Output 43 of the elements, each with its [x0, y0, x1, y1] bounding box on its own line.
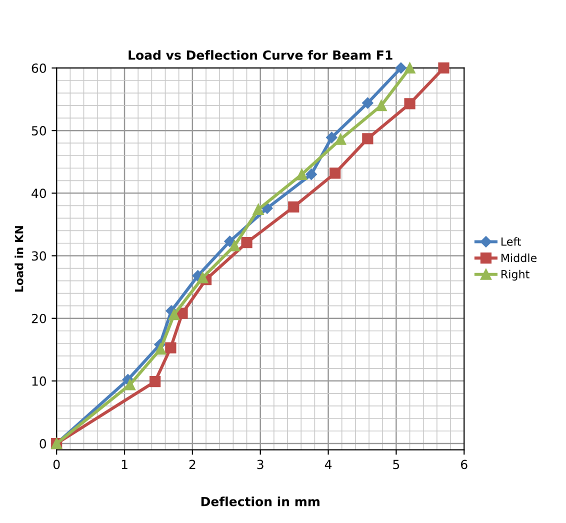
- legend-label: Right: [502, 270, 530, 281]
- y-tick-label: 20: [32, 314, 46, 324]
- y-tick-label: 40: [32, 188, 46, 198]
- x-tick-label: 6: [461, 460, 468, 470]
- y-tick-label: 30: [32, 251, 46, 261]
- point: [404, 98, 416, 110]
- x-tick-label: 1: [122, 460, 128, 469]
- y-tick-label: 50: [32, 126, 46, 136]
- point: [395, 62, 407, 74]
- point: [362, 133, 374, 144]
- point: [438, 62, 450, 74]
- point: [330, 168, 341, 179]
- point: [288, 201, 300, 212]
- x-tick-label: 3: [257, 460, 264, 470]
- legend-label: Left: [502, 237, 522, 246]
- point: [124, 379, 136, 390]
- point: [197, 272, 208, 284]
- y-tick-label: 60: [32, 63, 46, 73]
- point: [168, 309, 180, 320]
- point: [306, 168, 317, 180]
- point: [404, 62, 416, 74]
- legend-label: Middle: [502, 254, 537, 262]
- point: [150, 376, 161, 388]
- point: [154, 343, 166, 355]
- point: [252, 204, 264, 215]
- point: [228, 240, 240, 252]
- y-tick-label: 10: [32, 376, 46, 386]
- y-tick-label: 0: [40, 438, 46, 448]
- point: [296, 168, 308, 180]
- x-tick-label: 4: [324, 460, 332, 469]
- point: [362, 97, 374, 109]
- point: [326, 132, 338, 144]
- x-tick-label: 5: [393, 460, 400, 470]
- point: [224, 236, 236, 247]
- chart-title: Load vs Deflection Curve for Beam F1: [128, 50, 392, 60]
- point: [334, 134, 346, 145]
- y-axis-title: Load in KN: [14, 226, 24, 292]
- point: [241, 237, 252, 248]
- x-tick-label: 2: [189, 460, 196, 469]
- point: [165, 342, 176, 354]
- x-axis-title: Deflection in mm: [201, 496, 320, 506]
- point: [376, 100, 387, 112]
- x-tick-label: 0: [53, 460, 60, 470]
